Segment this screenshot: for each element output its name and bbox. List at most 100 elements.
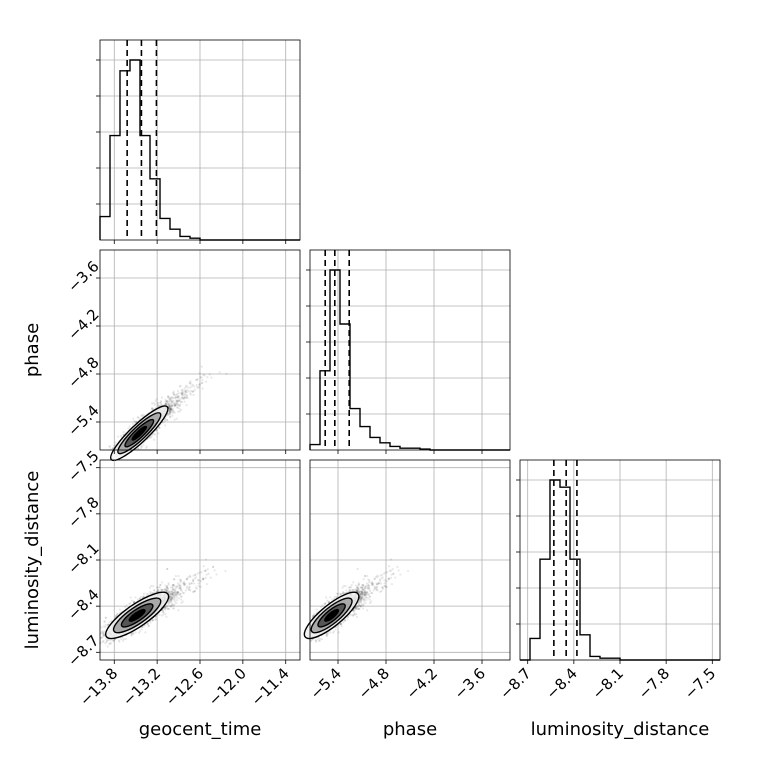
sample-point: [116, 435, 120, 438]
sample-point: [142, 595, 145, 598]
sample-point: [111, 461, 113, 463]
sample-point: [106, 455, 108, 457]
sample-point: [167, 412, 170, 415]
sample-point: [157, 589, 160, 592]
sample-point: [170, 598, 173, 601]
sample-point: [181, 388, 184, 391]
sample-point: [325, 634, 328, 637]
sample-point: [179, 579, 182, 582]
sample-point: [103, 621, 106, 624]
sample-point: [192, 579, 195, 582]
sample-point: [197, 585, 200, 588]
sample-point: [109, 448, 112, 450]
sample-point: [112, 639, 115, 642]
sample-point: [343, 619, 346, 622]
sample-point: [211, 565, 215, 568]
sample-point: [158, 426, 161, 429]
sample-point: [177, 592, 180, 595]
sample-point: [116, 613, 119, 616]
sample-point: [176, 400, 179, 403]
panel-geocent-time-hist: [96, 39, 301, 244]
sample-point: [176, 591, 179, 594]
sample-point: [180, 400, 183, 404]
sample-point: [172, 591, 176, 594]
sample-point: [150, 407, 154, 410]
y-tick-label-luminosity-distance: −8.1: [64, 539, 102, 577]
sample-point: [178, 385, 181, 388]
sample-point: [170, 402, 173, 405]
sample-point: [195, 384, 198, 387]
sample-point: [182, 591, 186, 595]
sample-point: [102, 630, 105, 633]
sample-point: [340, 622, 343, 626]
sample-point: [206, 568, 209, 571]
sample-point: [189, 386, 192, 389]
sample-point: [102, 625, 106, 628]
sample-point: [142, 595, 145, 598]
sample-point: [164, 418, 167, 421]
sample-point: [200, 571, 203, 574]
sample-point: [186, 396, 189, 400]
sample-point: [106, 475, 108, 477]
sample-point: [193, 388, 197, 391]
sample-point: [167, 604, 170, 607]
sample-point: [172, 588, 175, 592]
sample-point: [166, 605, 169, 608]
sample-point: [184, 391, 187, 394]
sample-point: [168, 595, 172, 598]
sample-point: [173, 585, 176, 588]
sample-point: [188, 574, 192, 577]
sample-point: [109, 639, 112, 642]
sample-point: [175, 393, 178, 396]
sample-point: [198, 383, 201, 386]
sample-point: [171, 396, 174, 399]
sample-point: [103, 454, 105, 456]
sample-point: [142, 443, 145, 446]
sample-point: [109, 450, 111, 452]
sample-point: [167, 403, 170, 407]
sample-point: [103, 462, 105, 464]
sample-point: [107, 623, 110, 626]
sample-point: [188, 582, 191, 585]
sample-point: [102, 632, 105, 635]
sample-point: [172, 594, 175, 597]
sample-point: [126, 456, 128, 458]
sample-point: [108, 642, 111, 645]
sample-point: [145, 592, 148, 595]
sample-point: [132, 601, 136, 604]
sample-point: [179, 592, 182, 596]
sample-point: [132, 600, 135, 603]
sample-point: [169, 406, 172, 409]
sample-point: [184, 390, 187, 394]
sample-point: [265, 655, 267, 657]
sample-point: [164, 403, 167, 406]
sample-point: [146, 623, 149, 626]
sample-point: [181, 392, 184, 395]
sample-point: [189, 589, 192, 592]
sample-point: [185, 396, 188, 399]
sample-point: [172, 393, 176, 396]
sample-point: [151, 619, 154, 622]
sample-point: [105, 640, 108, 644]
sample-point: [160, 588, 164, 591]
sample-point: [174, 396, 177, 399]
sample-point: [174, 593, 178, 596]
sample-point: [180, 595, 183, 598]
sample-point: [178, 399, 181, 403]
sample-point: [177, 399, 181, 402]
sample-point: [171, 407, 174, 411]
sample-point: [189, 382, 192, 386]
sample-point: [169, 407, 172, 410]
sample-point: [159, 400, 163, 403]
sample-point: [105, 639, 108, 642]
sample-point: [170, 592, 174, 595]
sample-point: [357, 588, 360, 591]
sample-point: [187, 588, 190, 591]
sample-point: [168, 409, 172, 412]
sample-point: [169, 592, 172, 596]
sample-point: [107, 623, 110, 626]
sample-point: [170, 409, 174, 412]
sample-point: [103, 461, 105, 463]
sample-point: [137, 416, 140, 419]
sample-point: [356, 589, 359, 592]
